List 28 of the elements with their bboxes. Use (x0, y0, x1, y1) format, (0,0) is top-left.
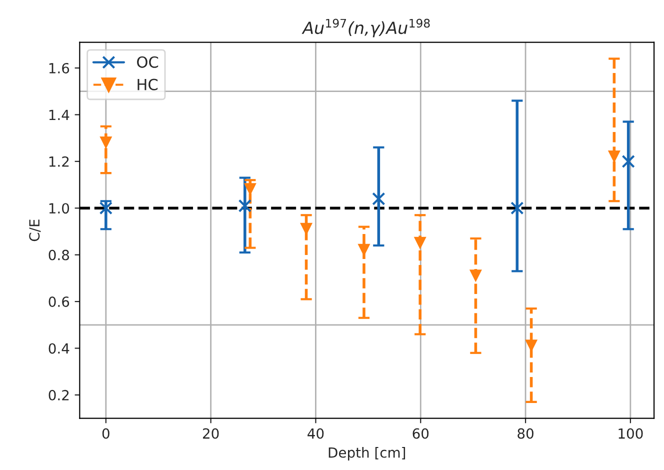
legend-label: OC (137, 56, 158, 68)
point (372, 192, 386, 206)
point (469, 270, 482, 282)
y-tick-label: 0.4 (48, 343, 70, 354)
x-axis-title: Depth [cm] (328, 447, 406, 460)
y-tick-label: 1.4 (49, 110, 70, 120)
point (99, 202, 113, 215)
point (100, 136, 112, 149)
y-tick-label: 1.0 (49, 203, 70, 214)
chart-title: Au$^{197}$(n,γ)Au$^{198}$ (302, 18, 430, 38)
x-tick-label: 100 (618, 428, 643, 439)
y-tick-label: 0.2 (48, 390, 69, 400)
point (238, 199, 252, 212)
x-tick-label: 20 (202, 428, 219, 439)
x-tick-label: 40 (308, 428, 324, 439)
y-tick-label: 1.6 (49, 62, 70, 74)
x-tick-label: 60 (412, 428, 429, 439)
legend-label: HC (138, 78, 158, 90)
y-tick-label: 0.8 (48, 250, 70, 260)
x-tick-label: 80 (518, 428, 534, 439)
point (414, 236, 426, 250)
x-tick-label: 0 (102, 428, 110, 439)
point (622, 154, 635, 168)
y-axis-title: C/E (29, 220, 41, 242)
y-tick-label: 0.6 (48, 296, 70, 308)
y-tick-label: 1.2 (49, 156, 69, 167)
point (510, 202, 524, 215)
point (608, 150, 620, 163)
